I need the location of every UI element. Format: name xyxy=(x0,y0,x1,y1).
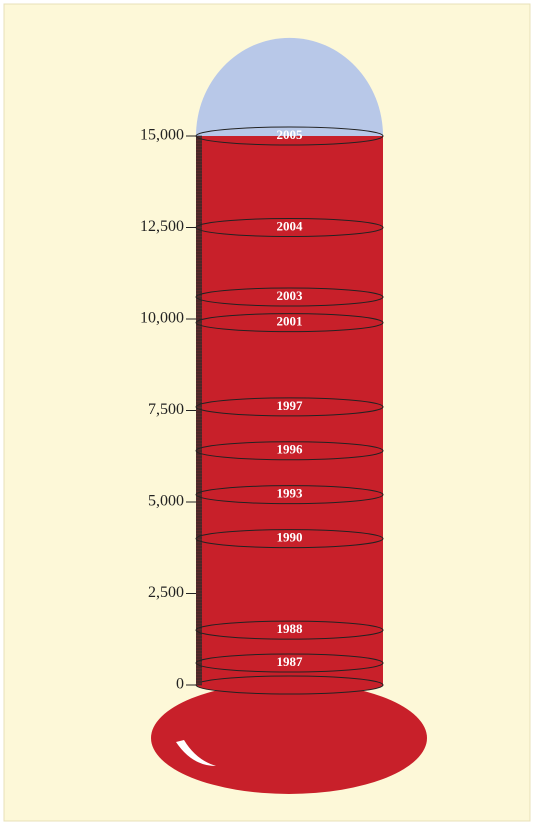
year-label: 1997 xyxy=(277,398,304,413)
ring xyxy=(195,485,384,505)
bulb xyxy=(151,682,427,794)
year-label: 1990 xyxy=(277,530,303,545)
tube-base xyxy=(195,675,384,695)
ring xyxy=(195,397,384,417)
year-label: 1988 xyxy=(277,621,304,636)
y-tick-label: 10,000 xyxy=(140,310,184,327)
year-label: 2004 xyxy=(277,218,304,233)
year-label: 2001 xyxy=(277,314,303,329)
ring xyxy=(195,441,384,461)
dome xyxy=(196,37,383,136)
y-tick-label: 0 xyxy=(176,676,184,693)
ring xyxy=(195,218,384,237)
tube xyxy=(196,136,383,685)
y-tick-label: 12,500 xyxy=(140,218,184,235)
y-tick-label: 2,500 xyxy=(148,584,184,601)
scale-strip xyxy=(196,136,202,685)
ring xyxy=(195,620,384,640)
y-tick-label: 5,000 xyxy=(148,493,184,510)
y-tick-label: 7,500 xyxy=(148,401,184,418)
year-label: 2003 xyxy=(277,288,304,303)
year-label: 1987 xyxy=(277,654,304,669)
y-tick-label: 15,000 xyxy=(140,127,184,144)
year-label: 2005 xyxy=(277,127,304,142)
ring xyxy=(195,287,384,307)
ring xyxy=(195,126,384,146)
year-label: 1996 xyxy=(277,442,304,457)
year-label: 1993 xyxy=(277,486,304,501)
ring xyxy=(195,313,384,333)
bulb-highlight xyxy=(176,740,216,766)
ring xyxy=(195,529,384,549)
ring xyxy=(195,653,384,673)
